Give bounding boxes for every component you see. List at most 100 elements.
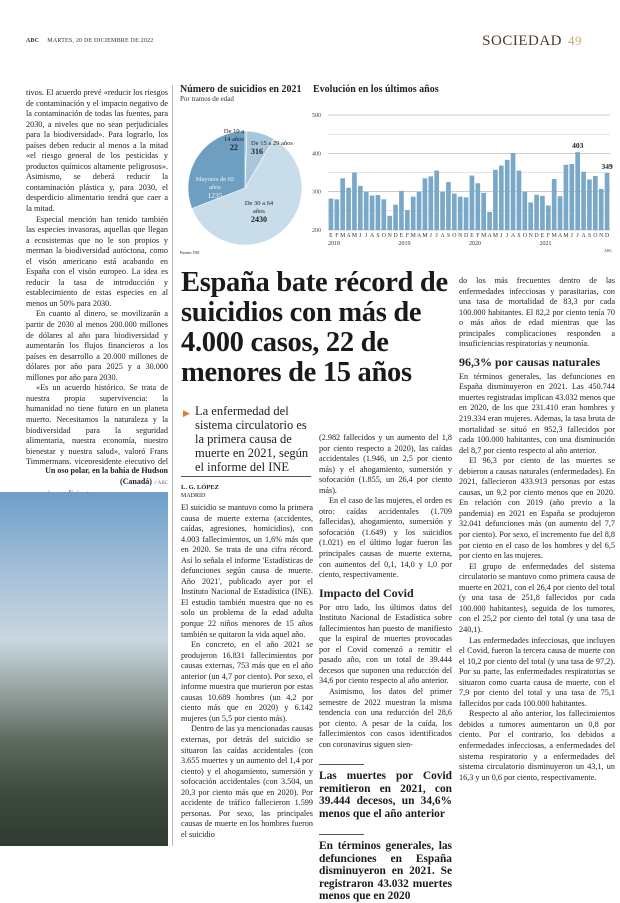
x-tick-label: J [500,233,503,239]
x-tick-label: D [464,233,468,239]
bar [328,198,334,230]
x-tick-label: J [577,233,580,239]
divider [319,834,364,836]
bar [352,172,357,230]
date: MARTES, 20 DE DICIEMBRE DE 2022 [47,38,154,44]
bar [545,205,551,230]
x-tick-label: E [541,233,545,239]
pull-quote: Las muertes por Covid remitieron en 2021… [319,770,452,820]
triangle-bullet-icon: ▶ [183,408,190,418]
paragraph: tivos. El acuerdo prevé «reducir los rie… [26,88,168,214]
bar [434,170,440,230]
bar [393,204,398,230]
x-tick-label: E [470,233,474,239]
x-tick-label: S [447,233,450,239]
article-column-3: (2.982 fallecidos y un aumento del 1,8 p… [319,433,452,903]
bar [375,195,381,230]
data-label: 349 [601,162,613,171]
x-tick-label: A [487,233,492,239]
x-tick-label: M [493,233,498,239]
x-tick-label: A [511,233,516,239]
bar [457,196,463,230]
x-tick-label: D [605,233,609,239]
bar [569,164,575,230]
bar [410,196,416,230]
x-tick-label: F [547,233,551,239]
bar [404,210,410,230]
bar [481,192,487,230]
paragraph: En el caso de las mujeres, el orden es o… [319,496,452,580]
pie-label-30-64: De 30 a 64 años 2430 [244,200,274,224]
left-article: tivos. El acuerdo prevé «reducir los rie… [26,88,168,499]
bar [469,175,475,230]
x-tick-label: O [523,233,527,239]
paragraph: El suicidio se mantuvo como la primera c… [181,503,313,639]
pie-label-15-29: De 15 a 29 años 316 [251,140,293,156]
x-tick-label: M [422,233,427,239]
bar [416,191,422,230]
x-tick-label: F [476,233,480,239]
x-tick-label: N [599,233,604,239]
subheading: Impacto del Covid [319,585,414,600]
data-label: 403 [572,141,584,150]
pie-subtitle: Por tramos de edad [180,95,234,103]
x-tick-label: F [335,233,339,239]
bar [540,195,545,230]
x-tick-label: M [552,233,557,239]
subheading: 96,3% por causas naturales [459,354,601,369]
paragraph: Dentro de las ya mencionadas causas exte… [181,724,313,839]
y-tick-label: 400 [312,151,321,157]
x-tick-label: M [352,233,357,239]
pie-chart-block: Número de suicidios en 2021 Por tramos d… [180,84,302,103]
page-number: 49 [568,33,582,48]
bar [440,191,445,230]
bar [522,191,528,230]
x-tick-label: M [563,233,568,239]
bar [563,164,569,230]
pie-title: Número de suicidios en 2021 [180,84,302,95]
bar [557,196,563,230]
bar [587,179,592,230]
x-tick-label: J [571,233,574,239]
x-tick-label: E [400,233,404,239]
bar [504,159,510,230]
x-tick-label: J [436,233,439,239]
x-tick-label: A [558,233,563,239]
bar [399,190,404,230]
paragraph: En términos generales, las defunciones e… [459,371,615,455]
x-tick-label: N [458,233,463,239]
bar [581,171,586,230]
x-tick-label: S [588,233,591,239]
pie-slice [191,138,303,246]
bar [428,176,434,230]
x-tick-label: E [329,233,333,239]
x-tick-label: M [481,233,486,239]
column-divider [172,85,173,846]
x-tick-label: A [417,233,422,239]
bar [475,183,481,230]
x-tick-label: O [382,233,386,239]
paragraph: Respecto al año anterior, los fallecimie… [459,709,615,782]
bar [387,215,393,230]
x-tick-label: S [517,233,520,239]
year-label: 2020 [469,241,481,247]
bar [334,199,340,230]
paragraph: El grupo de enfermedades del sistema cir… [459,561,615,634]
x-tick-label: D [534,233,538,239]
paragraph: El 96,3 por ciento de las muertes se deb… [459,456,615,561]
bar [463,197,469,230]
divider [181,476,311,477]
x-tick-label: M [340,233,345,239]
year-label: 2019 [399,241,411,247]
bar [551,179,557,230]
x-tick-label: J [359,233,362,239]
bar [369,195,375,230]
paragraph: (2.982 fallecidos y un aumento del 1,8 p… [319,433,452,495]
x-tick-label: J [430,233,433,239]
bar [534,194,539,230]
chart-source: Fuente: INE [180,250,200,255]
bar [528,202,534,230]
paragraph: En cuanto al dinero, se movilizarán a pa… [26,309,168,382]
pull-quote: En términos generales, las defunciones e… [319,840,452,903]
bar [363,191,369,230]
